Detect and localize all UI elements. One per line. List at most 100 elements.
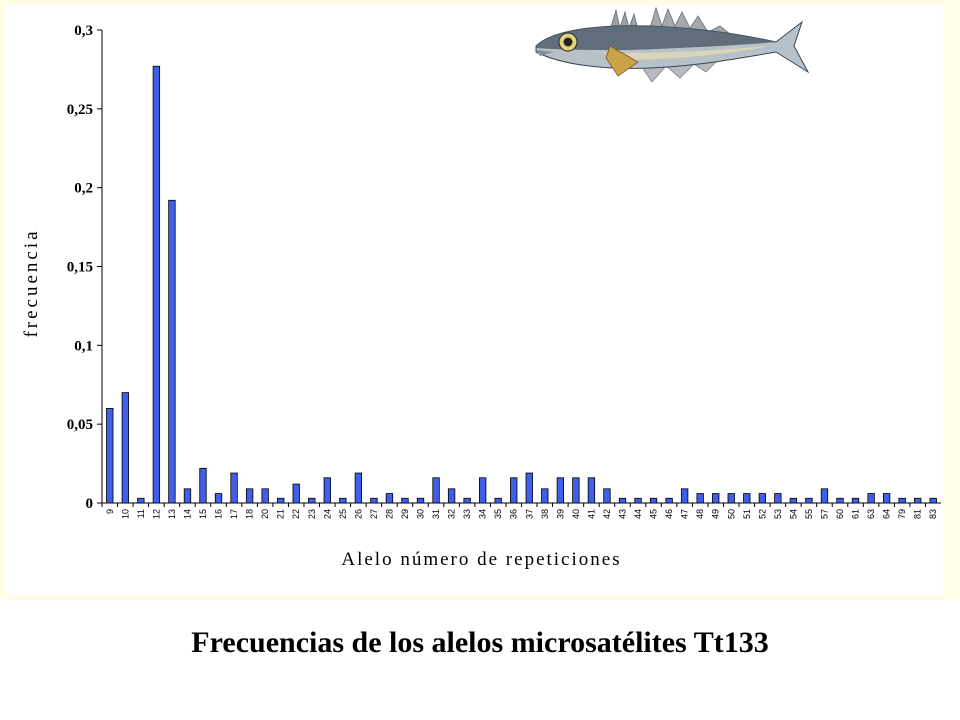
bar (463, 497, 471, 504)
y-tick-label: 0,25 (67, 102, 93, 118)
bar (354, 472, 363, 504)
bar-chart: 0 0,05 0,1 0,15 0,2 0,25 0,3 9 10 11 12 13 14 15 16 17 1… (21, 23, 941, 570)
bar (665, 497, 673, 504)
x-tick-label: 21 (276, 509, 286, 519)
fish-icon (535, 6, 810, 83)
bar (168, 199, 176, 504)
x-tick-label: 48 (695, 509, 705, 519)
y-tick-label: 0 (86, 496, 94, 512)
bar (494, 497, 502, 504)
bar (510, 477, 518, 504)
x-tick-label: 18 (245, 509, 255, 519)
bar (230, 472, 238, 504)
bar (525, 472, 533, 504)
bar (541, 488, 549, 504)
bar (649, 497, 658, 504)
bar (805, 497, 813, 504)
x-tick-label: 63 (866, 509, 876, 519)
bar (121, 392, 129, 504)
bar (416, 497, 425, 504)
y-tick-label: 0,2 (74, 181, 93, 197)
x-tick-label: 57 (819, 509, 829, 519)
x-tick-label: 34 (478, 509, 488, 519)
x-tick-label: 52 (757, 509, 767, 519)
x-tick-label: 41 (586, 509, 596, 519)
y-tick-label: 0,15 (67, 260, 93, 276)
bar (370, 497, 378, 504)
bar (323, 477, 331, 504)
bar (618, 497, 627, 504)
bar (789, 497, 798, 504)
x-tick-label: 38 (540, 509, 550, 519)
bar (680, 488, 689, 504)
x-tick-label: 42 (602, 509, 612, 519)
bar (774, 493, 782, 504)
bar (432, 477, 440, 504)
x-tick-label: 11 (136, 509, 146, 518)
x-tick-label: 46 (664, 509, 674, 519)
x-tick-label: 33 (462, 509, 472, 519)
x-tick-label: 25 (338, 509, 348, 519)
bar (634, 497, 642, 504)
x-tick-label: 61 (851, 509, 861, 519)
y-tick-label: 0,1 (74, 338, 93, 354)
chart-caption: Frecuencias de los alelos microsatélites… (191, 626, 769, 659)
bar (867, 493, 875, 504)
bar (385, 493, 394, 504)
bar (245, 488, 254, 504)
x-tick-label: 23 (307, 509, 317, 519)
bar (152, 65, 161, 504)
x-tick-label: 15 (198, 509, 208, 519)
x-tick-label: 36 (509, 509, 519, 519)
x-tick-label: 27 (369, 509, 379, 519)
x-tick-label: 55 (804, 509, 814, 519)
x-tick-label: 79 (897, 509, 907, 519)
x-tick-label: 28 (384, 509, 394, 519)
x-tick-label: 60 (835, 509, 845, 519)
x-tick-label: 13 (167, 509, 177, 519)
x-tick-label: 26 (353, 509, 363, 519)
x-tick-label: 54 (788, 509, 798, 519)
bar (308, 497, 316, 504)
x-tick-label: 83 (928, 509, 938, 519)
x-tick-label: 44 (633, 509, 643, 519)
y-tick-label: 0,3 (74, 23, 93, 39)
x-tick-label: 10 (120, 509, 130, 519)
x-tick-label: 20 (260, 509, 270, 519)
bar (603, 488, 611, 504)
bar (696, 493, 704, 504)
x-tick-label: 29 (400, 509, 410, 519)
x-tick-label: 16 (214, 509, 224, 519)
x-tick-label: 50 (726, 509, 736, 519)
x-tick-label: 47 (680, 509, 690, 519)
bar (199, 467, 207, 504)
bar (556, 477, 565, 504)
bar (447, 488, 456, 504)
bar (587, 477, 596, 504)
bar (183, 488, 192, 504)
bar (836, 497, 844, 504)
x-tick-label: 22 (291, 509, 301, 519)
x-tick-label: 81 (913, 509, 923, 519)
y-axis-label: frecuencia (21, 228, 42, 337)
bar (712, 493, 720, 504)
bar (401, 497, 409, 504)
x-tick-label: 43 (617, 509, 627, 519)
bar (898, 497, 906, 504)
bar (743, 493, 751, 504)
x-tick-label: 64 (882, 509, 892, 519)
x-tick-label: 45 (649, 509, 659, 519)
x-tick-label: 12 (151, 509, 161, 519)
x-tick-label: 37 (524, 509, 534, 519)
bar (929, 497, 937, 504)
bar (820, 488, 829, 504)
x-tick-label: 30 (416, 509, 426, 519)
bar (572, 477, 580, 504)
bar (277, 497, 285, 504)
bar (758, 493, 766, 504)
x-tick-label: 51 (742, 509, 752, 519)
bar (261, 488, 269, 504)
y-tick-label: 0,05 (67, 417, 93, 433)
x-tick-label: 9 (105, 509, 115, 514)
bar (292, 483, 300, 504)
